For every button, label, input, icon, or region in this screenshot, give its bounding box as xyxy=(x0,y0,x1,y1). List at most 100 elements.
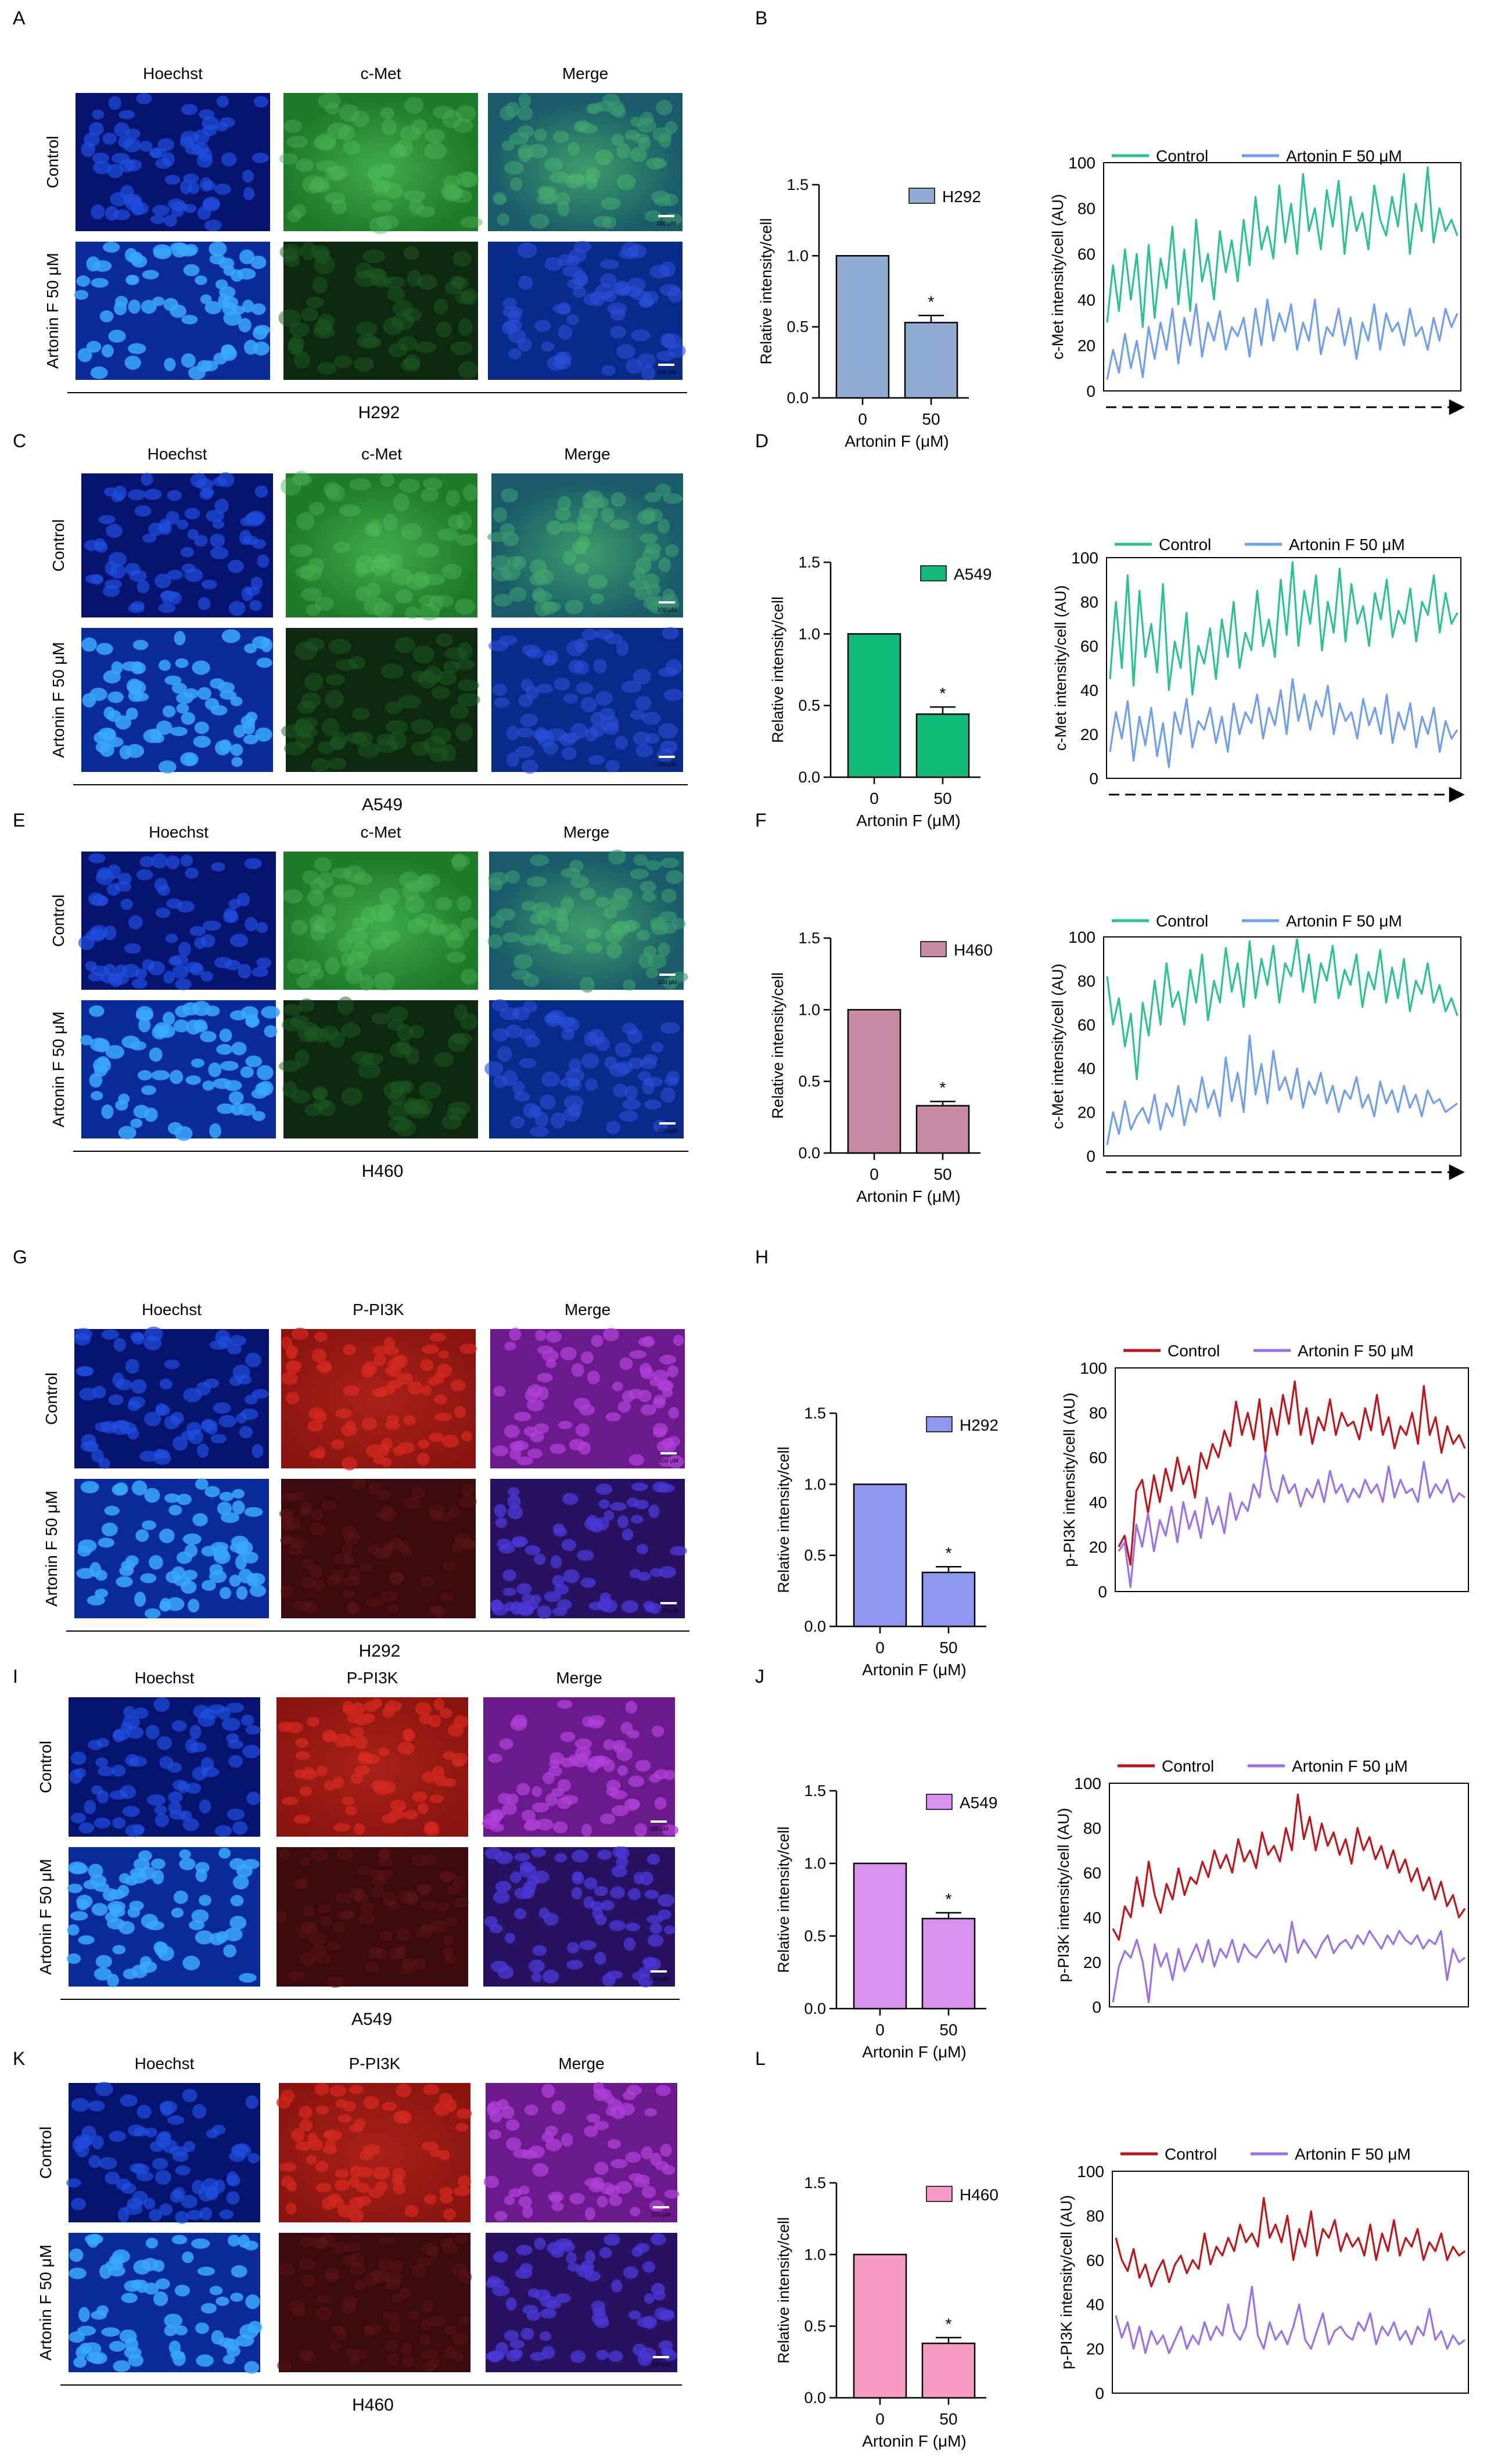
cell-nucleus xyxy=(105,1045,124,1059)
cell-nucleus xyxy=(507,1495,521,1509)
cell-nucleus xyxy=(102,728,116,741)
cell-nucleus xyxy=(128,489,146,501)
cell-nucleus xyxy=(238,1568,253,1583)
cell-nucleus xyxy=(531,1847,546,1858)
cell-nucleus xyxy=(665,659,683,676)
cell-nucleus xyxy=(556,1797,572,1809)
y-tick-label: 20 xyxy=(1077,1104,1096,1122)
cell-nucleus xyxy=(515,746,534,758)
y-tick-label: 100 xyxy=(1074,1775,1101,1793)
cell-nucleus xyxy=(591,2176,604,2189)
cell-nucleus xyxy=(95,1955,112,1969)
cell-nucleus xyxy=(504,2195,515,2206)
cell-nucleus xyxy=(640,1363,652,1377)
cell-nucleus xyxy=(175,1005,191,1018)
fluorescence-glow xyxy=(491,473,683,617)
cell-nucleus xyxy=(403,2355,414,2368)
cell-nucleus xyxy=(231,1102,244,1116)
cell-nucleus xyxy=(658,2340,673,2351)
legend-swatch xyxy=(926,1794,953,1810)
legend-label: A549 xyxy=(960,1794,997,1812)
cell-nucleus xyxy=(155,573,171,588)
cell-nucleus xyxy=(168,1504,182,1515)
cell-nucleus xyxy=(351,731,373,746)
scale-bar-label: 100 μM xyxy=(658,1128,677,1134)
micrograph-image xyxy=(281,470,479,621)
cell-nucleus xyxy=(538,1907,549,1919)
cell-nucleus xyxy=(530,2352,547,2361)
panel-letter: F xyxy=(755,810,767,831)
cell-nucleus xyxy=(673,1335,684,1346)
cell-nucleus xyxy=(183,1388,202,1403)
cell-nucleus xyxy=(610,2105,626,2120)
cell-nucleus xyxy=(650,2152,662,2167)
cell-nucleus xyxy=(80,1481,99,1493)
cell-nucleus xyxy=(566,2251,577,2264)
cell-nucleus xyxy=(569,1058,582,1072)
plot-frame xyxy=(1103,162,1461,391)
micrograph-image: 100 μM xyxy=(487,473,683,617)
cell-nucleus xyxy=(526,2309,541,2321)
column-label: P-PI3K xyxy=(353,1301,404,1319)
cell-nucleus xyxy=(119,1565,134,1576)
cell-nucleus xyxy=(545,1793,558,1806)
y-tick-label: 40 xyxy=(1083,1909,1101,1927)
cell-nucleus xyxy=(532,1945,547,1956)
cell-nucleus xyxy=(637,353,656,368)
cell-nucleus xyxy=(628,1775,645,1787)
cell-nucleus xyxy=(229,2150,246,2163)
x-axis-label: Artonin F (μM) xyxy=(862,2432,966,2450)
cell-nucleus xyxy=(128,299,141,314)
cell-nucleus xyxy=(133,1105,150,1119)
cell-nucleus xyxy=(398,336,418,351)
cell-nucleus xyxy=(214,1825,232,1837)
cell-nucleus xyxy=(597,2196,608,2208)
cell-nucleus xyxy=(594,2121,609,2131)
micrograph-layer: 100 μM 100 μM 100 μM 100 μM 100 μM 100 μM 100 … xyxy=(66,92,688,2374)
legend-swatch xyxy=(908,188,935,204)
cell-nucleus xyxy=(164,1359,180,1370)
cell-nucleus xyxy=(215,1330,230,1345)
cell-nucleus xyxy=(446,1107,467,1121)
micrograph-image xyxy=(279,1478,477,1618)
significance-marker: * xyxy=(940,1079,946,1097)
cell-nucleus xyxy=(210,547,229,559)
cell-nucleus xyxy=(181,1431,195,1441)
significance-marker: * xyxy=(946,1890,952,1908)
cell-nucleus xyxy=(119,745,132,760)
cell-nucleus xyxy=(644,1604,656,1613)
cell-nucleus xyxy=(616,344,635,359)
cell-nucleus xyxy=(257,554,270,568)
cell-nucleus xyxy=(434,1052,454,1068)
cell-nucleus xyxy=(610,2279,623,2293)
cell-nucleus xyxy=(512,1081,525,1094)
cell-nucleus xyxy=(580,1351,594,1364)
cell-nucleus xyxy=(518,2196,533,2208)
cell-nucleus xyxy=(297,1926,311,1939)
cell-nucleus xyxy=(125,159,142,171)
cell-nucleus xyxy=(182,2089,197,2103)
fluorescence-glow xyxy=(283,852,478,990)
cell-nucleus xyxy=(188,1599,200,1612)
cell-nucleus xyxy=(258,1080,274,1096)
cell-nucleus xyxy=(522,1593,535,1604)
cell-nucleus xyxy=(89,1874,107,1887)
cell-nucleus xyxy=(628,1888,641,1901)
cell-nucleus xyxy=(566,255,580,266)
cell-nucleus xyxy=(616,1747,633,1761)
cell-nucleus xyxy=(86,256,100,272)
cell-nucleus xyxy=(584,1877,598,1890)
series-line-treatment xyxy=(1106,1035,1458,1145)
cell-nucleus xyxy=(661,1824,679,1836)
row-label-control: Control xyxy=(42,1373,60,1425)
cell-nucleus xyxy=(130,1868,145,1877)
cell-nucleus xyxy=(174,631,186,645)
y-tick-label: 1.5 xyxy=(804,1782,826,1799)
cell-nucleus xyxy=(321,1025,339,1040)
cell-nucleus xyxy=(378,1857,393,1867)
cell-nucleus xyxy=(213,2179,225,2193)
cell-nucleus xyxy=(113,1338,126,1352)
cell-nucleus xyxy=(609,1502,627,1511)
cell-nucleus xyxy=(232,1500,245,1515)
cell-nucleus xyxy=(521,1809,536,1822)
